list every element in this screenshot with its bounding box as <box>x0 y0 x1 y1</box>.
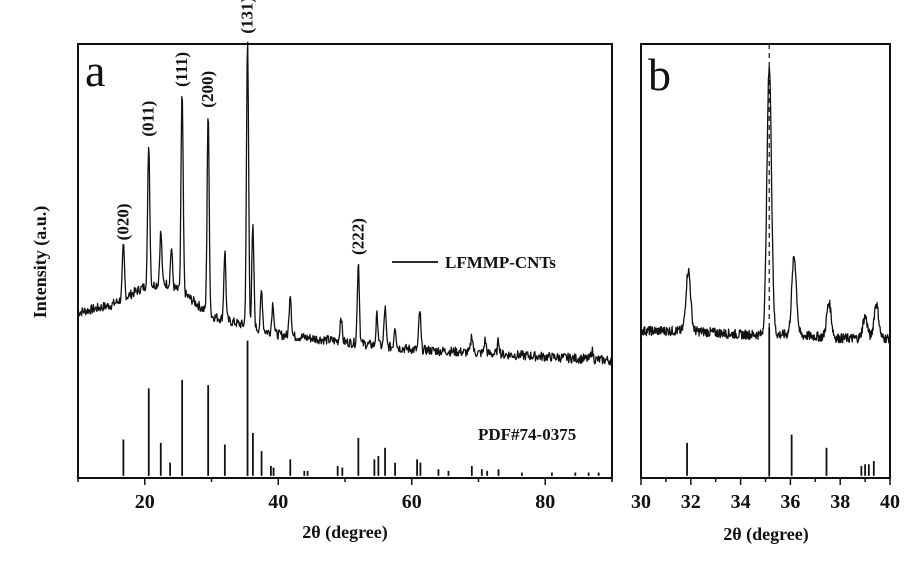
peak-label-5: (222) <box>348 218 367 255</box>
x-tick-label-b-40: 40 <box>880 491 900 513</box>
panel-b-label: b <box>648 49 671 100</box>
x-tick-label-b-30: 30 <box>631 491 651 513</box>
peak-label-2: (111) <box>172 52 191 87</box>
reference-label: PDF#74-0375 <box>478 425 576 444</box>
x-tick-label-b-32: 32 <box>681 491 701 513</box>
panel-a-label: a <box>85 45 105 96</box>
x-axis-title-b: 2θ (degree) <box>723 524 809 545</box>
peak-label-3: (200) <box>198 71 217 108</box>
x-tick-label-a-20: 20 <box>135 491 155 513</box>
peak-label-1: (011) <box>139 101 158 137</box>
x-tick-label-a-40: 40 <box>268 491 288 513</box>
x-tick-label-b-38: 38 <box>830 491 850 513</box>
x-axis-title-a: 2θ (degree) <box>302 522 388 543</box>
peak-label-4: (131) <box>238 0 257 34</box>
peak-label-0: (020) <box>113 204 132 241</box>
series-line-a <box>78 42 612 365</box>
legend-series-label: LFMMP-CNTs <box>445 253 556 272</box>
x-tick-label-b-36: 36 <box>780 491 800 513</box>
series-line-b <box>641 66 890 343</box>
y-axis-title: Intensity (a.u.) <box>30 206 51 319</box>
x-tick-label-b-34: 34 <box>731 491 751 513</box>
x-tick-label-a-60: 60 <box>402 491 422 513</box>
x-tick-label-a-80: 80 <box>535 491 555 513</box>
